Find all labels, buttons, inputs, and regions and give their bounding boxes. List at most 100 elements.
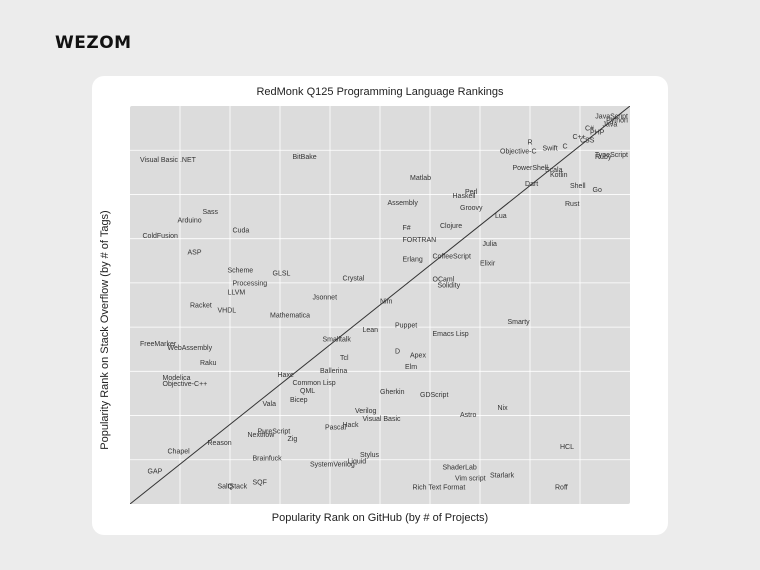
point-label: Verilog [355, 408, 377, 415]
point-label: Hack [343, 422, 359, 429]
point-label: Lua [495, 213, 507, 220]
y-axis-label: Popularity Rank on Stack Overflow (by # … [99, 210, 111, 450]
point-label: Assembly [388, 200, 419, 207]
point-label: Scheme [228, 268, 254, 275]
point-label: F# [403, 225, 411, 232]
point-label: Raku [200, 360, 216, 367]
point-label: TypeScript [595, 152, 628, 159]
point-label: Perl [465, 189, 478, 196]
point-label: Nextflow [248, 432, 276, 439]
point-label: Tcl [340, 355, 349, 362]
point-label: Cuda [233, 228, 250, 235]
point-label: PureScript [258, 429, 291, 436]
point-label: Visual Basic [363, 416, 402, 423]
point-label: VHDL [218, 307, 237, 314]
point-label: Groovy [460, 205, 483, 212]
point-label: Liquid [348, 459, 367, 466]
grid-lines [130, 106, 630, 504]
point-label: Q [228, 484, 234, 491]
point-label: Reason [208, 440, 232, 447]
point-label: Pascal [325, 425, 346, 432]
point-label: Haxe [278, 372, 294, 379]
point-label: Ruby [595, 154, 612, 161]
point-label: OCaml [433, 277, 455, 284]
chart-title: RedMonk Q125 Programming Language Rankin… [256, 86, 504, 98]
point-label: Astro [460, 412, 476, 419]
point-label: Vala [263, 401, 277, 408]
point-label: Rich Text Format [413, 484, 466, 491]
point-label: Julia [483, 241, 498, 248]
point-label: PHP [590, 129, 605, 136]
point-label: GLSL [273, 271, 291, 278]
point-label: Python [606, 117, 628, 124]
point-label: C# [585, 125, 594, 132]
point-label: BitBake [293, 154, 317, 161]
point-label: Gherkin [380, 389, 405, 396]
point-label: Nim [380, 299, 393, 306]
point-label: Smarty [508, 319, 531, 326]
point-label: GAP [148, 469, 163, 476]
trend-line [130, 106, 630, 504]
point-label: Zig [288, 436, 298, 443]
chart-card: RedMonk Q125 Programming Language Rankin… [92, 76, 668, 535]
point-label: Vim script [455, 476, 486, 483]
point-label: Go [593, 187, 602, 194]
point-label: Clojure [440, 223, 462, 230]
point-label: LLVM [228, 289, 246, 296]
point-label: CoffeeScript [433, 254, 471, 261]
point-label: Crystal [343, 275, 365, 282]
point-label: C++ [573, 134, 586, 141]
point-label: Racket [190, 303, 212, 310]
point-label: Lean [363, 327, 379, 334]
point-label: ShaderLab [443, 465, 477, 472]
point-label: Shell [570, 183, 586, 190]
point-label: Haskell [453, 193, 476, 200]
point-label: Starlark [490, 472, 515, 479]
point-label: Roff [555, 484, 568, 491]
point-label: Matlab [410, 175, 431, 182]
point-label: Stylus [360, 452, 380, 459]
point-label: Processing [233, 281, 268, 288]
point-label: Puppet [395, 322, 417, 329]
point-label: Swift [543, 145, 558, 152]
point-label: FreeMarker [140, 341, 177, 348]
point-label: Arduino [178, 218, 202, 225]
point-label: Rust [565, 201, 579, 208]
point-label: ColdFusion [143, 233, 179, 240]
point-label: Java [603, 121, 618, 128]
point-label: Smalltalk [323, 336, 352, 343]
point-label: Dart [525, 181, 538, 188]
point-label: Nix [498, 405, 509, 412]
point-label: C [563, 143, 568, 150]
point-label: Objective-C [500, 149, 537, 156]
point-label: QML [300, 388, 315, 395]
point-label: JavaScript [595, 113, 628, 120]
point-label: SaltStack [218, 484, 248, 491]
brand-logo: WEZOM [55, 33, 132, 53]
point-label: Emacs Lisp [433, 331, 469, 338]
point-label: Kotlin [550, 172, 568, 179]
point-label: Elm [405, 364, 417, 371]
point-label: Brainfuck [253, 456, 283, 463]
point-label: WebAssembly [168, 345, 213, 352]
point-label: Scala [545, 167, 563, 174]
point-label: FORTRAN [403, 237, 437, 244]
point-label: Visual Basic .NET [140, 157, 197, 164]
point-label: PowerShell [513, 165, 549, 172]
point-label: SystemVerilog [310, 462, 355, 469]
point-label: R [528, 139, 533, 146]
x-axis-label: Popularity Rank on GitHub (by # of Proje… [271, 512, 489, 524]
point-label: Chapel [168, 449, 191, 456]
point-label: Apex [410, 352, 426, 359]
point-label: Modelica [163, 375, 191, 382]
point-label: Ballerina [320, 368, 347, 375]
point-label: Mathematica [270, 313, 310, 320]
point-label: CSS [580, 137, 595, 144]
point-label: Bicep [290, 397, 308, 404]
point-label: Jsonnet [313, 295, 338, 302]
point-label: Solidity [438, 283, 461, 290]
point-label: GDScript [420, 392, 448, 399]
point-label: Elixir [480, 261, 496, 268]
